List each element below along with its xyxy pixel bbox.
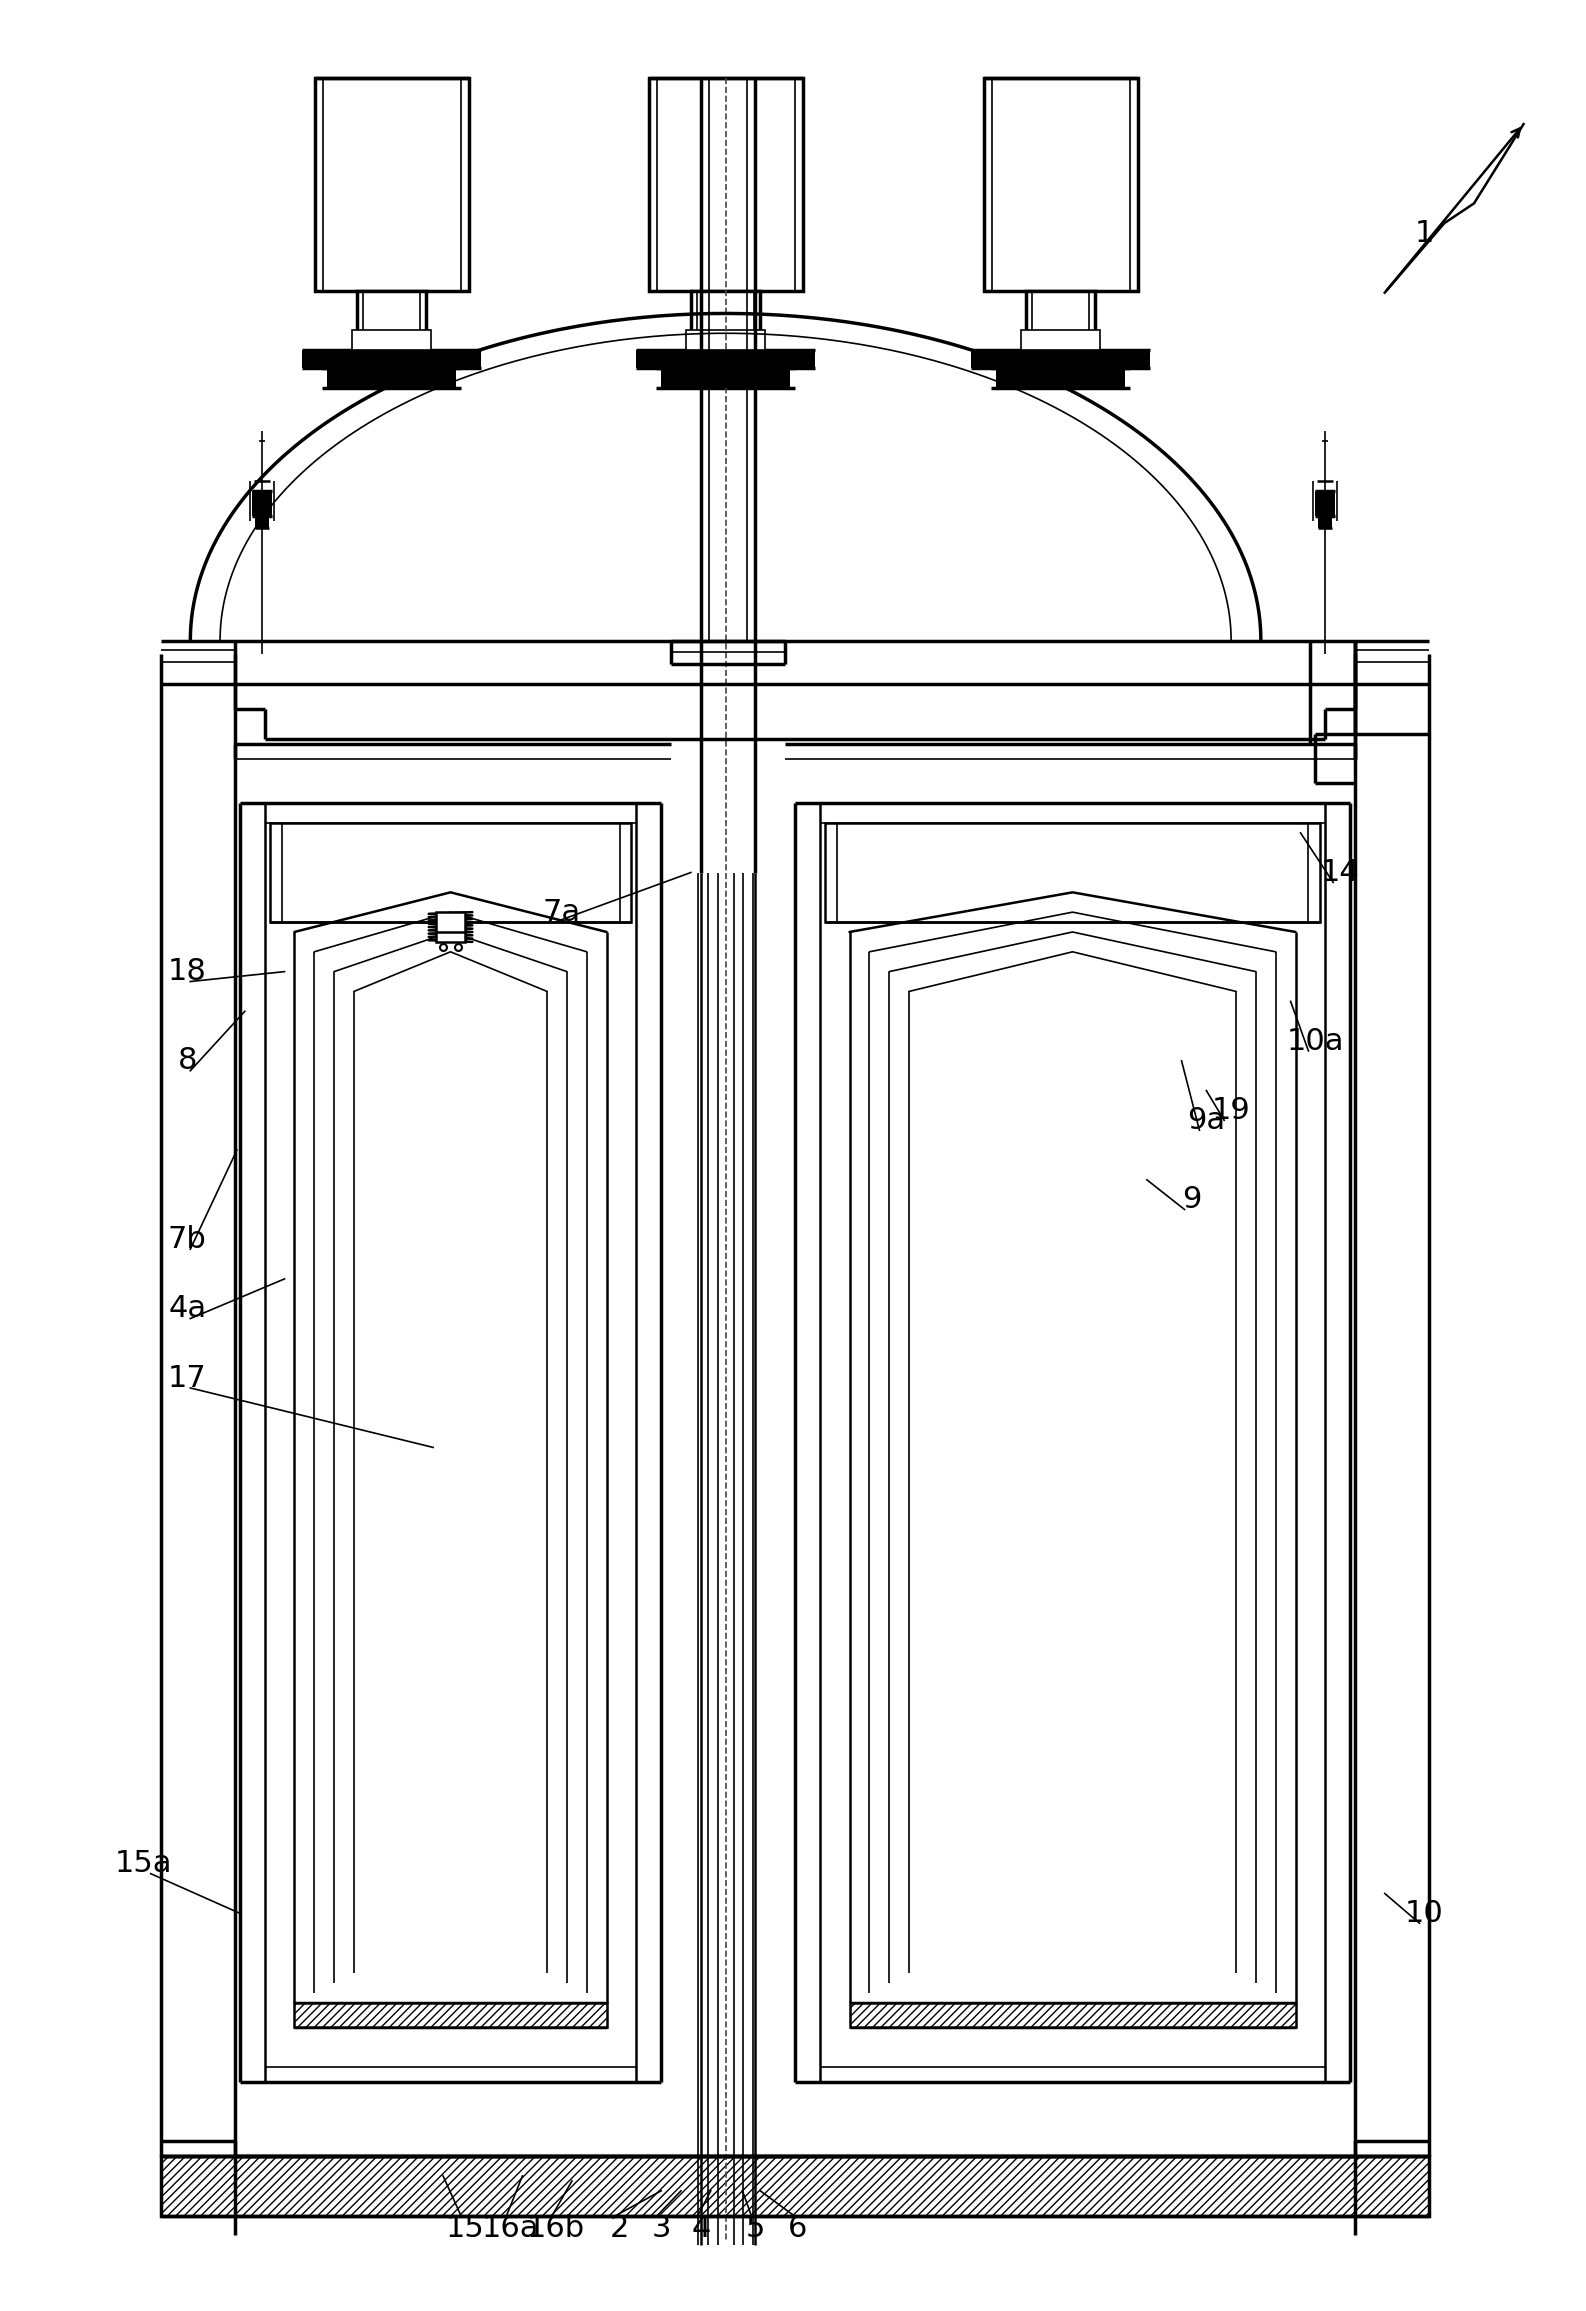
Bar [691, 291, 760, 349]
Bar [649, 79, 803, 291]
Bar [295, 2004, 607, 2027]
Text: 8: 8 [178, 1047, 197, 1075]
Text: 15a: 15a [116, 1849, 173, 1879]
Bar [352, 330, 431, 349]
Bar [1026, 291, 1096, 349]
Bar [971, 349, 1150, 367]
Bar [357, 291, 427, 349]
Text: 7b: 7b [168, 1225, 206, 1255]
Text: 19: 19 [1212, 1095, 1250, 1125]
Bar [636, 349, 815, 367]
Text: 2: 2 [611, 2214, 630, 2244]
Bar [996, 367, 1124, 388]
Text: 1: 1 [1415, 220, 1434, 247]
Bar [825, 823, 1320, 922]
Bar [1315, 490, 1335, 515]
Bar [255, 515, 268, 527]
Bar [160, 2156, 1429, 2216]
Text: 3: 3 [652, 2214, 671, 2244]
Bar [985, 79, 1137, 291]
Bar [436, 913, 465, 931]
Text: 16a: 16a [482, 2214, 539, 2244]
Text: 5: 5 [745, 2214, 764, 2244]
Text: 10: 10 [1405, 1900, 1443, 1927]
Bar [1021, 330, 1101, 349]
Text: 9a: 9a [1188, 1105, 1226, 1135]
Bar [661, 367, 790, 388]
Text: 7a: 7a [542, 897, 580, 927]
Bar [316, 79, 469, 291]
Bar [436, 922, 465, 943]
Text: 4: 4 [691, 2214, 711, 2244]
Bar [687, 330, 766, 349]
Bar [1318, 515, 1332, 527]
Text: 15: 15 [446, 2214, 484, 2244]
Bar [850, 2004, 1296, 2027]
Bar [270, 823, 631, 922]
Text: 16b: 16b [527, 2214, 585, 2244]
Text: 6: 6 [788, 2214, 807, 2244]
Bar [252, 490, 271, 515]
Text: 14: 14 [1321, 857, 1359, 887]
Bar [303, 349, 481, 367]
Text: 10a: 10a [1286, 1026, 1343, 1056]
Text: 18: 18 [168, 957, 206, 987]
Text: 9: 9 [1182, 1186, 1201, 1213]
Bar [327, 367, 457, 388]
Text: 4a: 4a [168, 1294, 206, 1324]
Text: 17: 17 [168, 1363, 206, 1394]
